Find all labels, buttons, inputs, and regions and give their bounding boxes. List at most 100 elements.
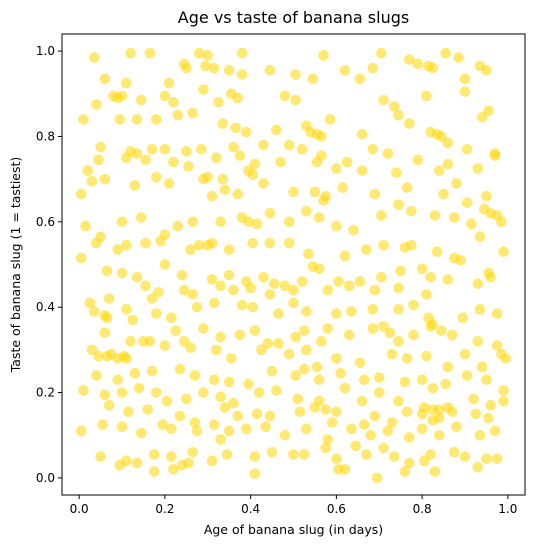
data-point [431,246,443,257]
data-point [382,148,394,159]
data-point [403,118,415,129]
data-point [313,212,325,223]
data-point [185,342,196,354]
data-point [198,387,209,398]
data-point [388,451,400,462]
data-point [101,312,113,324]
data-point [151,171,162,183]
data-point [376,272,387,283]
data-point [358,374,370,386]
data-point [131,148,143,159]
data-point [468,393,479,405]
data-point [382,425,394,437]
data-point [206,455,218,467]
data-point [367,304,379,315]
data-point [384,327,396,339]
data-point [481,64,492,76]
data-point [99,327,111,339]
data-point [159,90,171,102]
data-point [356,395,368,407]
data-point [395,265,406,277]
data-point [451,178,462,189]
data-point [376,47,387,59]
data-point [202,50,214,61]
data-point [403,54,415,65]
data-point [418,402,430,413]
data-point [427,62,439,74]
y-tick-label: 0.6 [36,215,55,229]
data-point [331,453,342,465]
data-point [489,425,501,437]
data-point [412,154,424,166]
data-point [187,289,199,300]
data-point [324,114,336,125]
data-point [121,239,132,251]
data-point [433,404,445,415]
data-point [133,382,145,394]
data-point [268,278,280,290]
data-point [425,272,436,283]
data-point [298,363,310,375]
data-point [232,92,244,104]
data-point [230,122,241,134]
data-point [367,143,379,155]
data-point [206,274,218,285]
data-point [399,376,411,388]
data-point [189,370,201,381]
data-point [208,62,220,74]
data-point [213,97,224,108]
data-point [211,344,222,356]
data-point [243,216,254,228]
data-point [86,344,98,356]
data-point [401,182,413,193]
data-point [331,353,342,364]
data-point [446,329,458,341]
data-point [264,64,276,76]
data-point [343,329,355,341]
data-point [369,410,381,422]
data-point [298,325,310,336]
data-point [339,250,351,262]
data-point [78,114,89,125]
data-point [288,186,299,198]
data-point [333,276,344,287]
x-tick-label: 0.6 [327,502,346,516]
data-point [243,378,254,390]
data-point [266,447,278,458]
data-point [131,457,143,469]
data-point [279,90,291,102]
data-point [453,52,464,63]
data-point [99,173,111,185]
data-point [121,152,132,164]
data-point [191,301,203,313]
data-point [346,306,357,317]
data-point [125,47,136,59]
data-point [294,406,306,418]
data-point [416,423,428,435]
data-point [442,361,454,373]
data-point [339,64,351,76]
data-point [232,410,244,422]
data-point [211,152,222,164]
data-point [101,265,113,277]
data-point [476,361,488,373]
data-point [483,412,494,424]
data-point [148,466,160,477]
data-point [466,218,477,230]
data-point [249,468,261,479]
data-point [442,274,454,285]
data-point [228,397,239,409]
data-point [393,304,404,315]
data-point [163,178,175,189]
data-point [223,269,235,281]
data-point [91,99,102,110]
data-point [331,220,342,232]
data-point [121,304,132,315]
data-point [217,118,229,129]
data-point [427,382,439,394]
data-point [354,73,366,85]
data-point [451,421,462,433]
data-point [88,52,100,63]
data-point [491,453,503,465]
data-point [189,417,201,428]
